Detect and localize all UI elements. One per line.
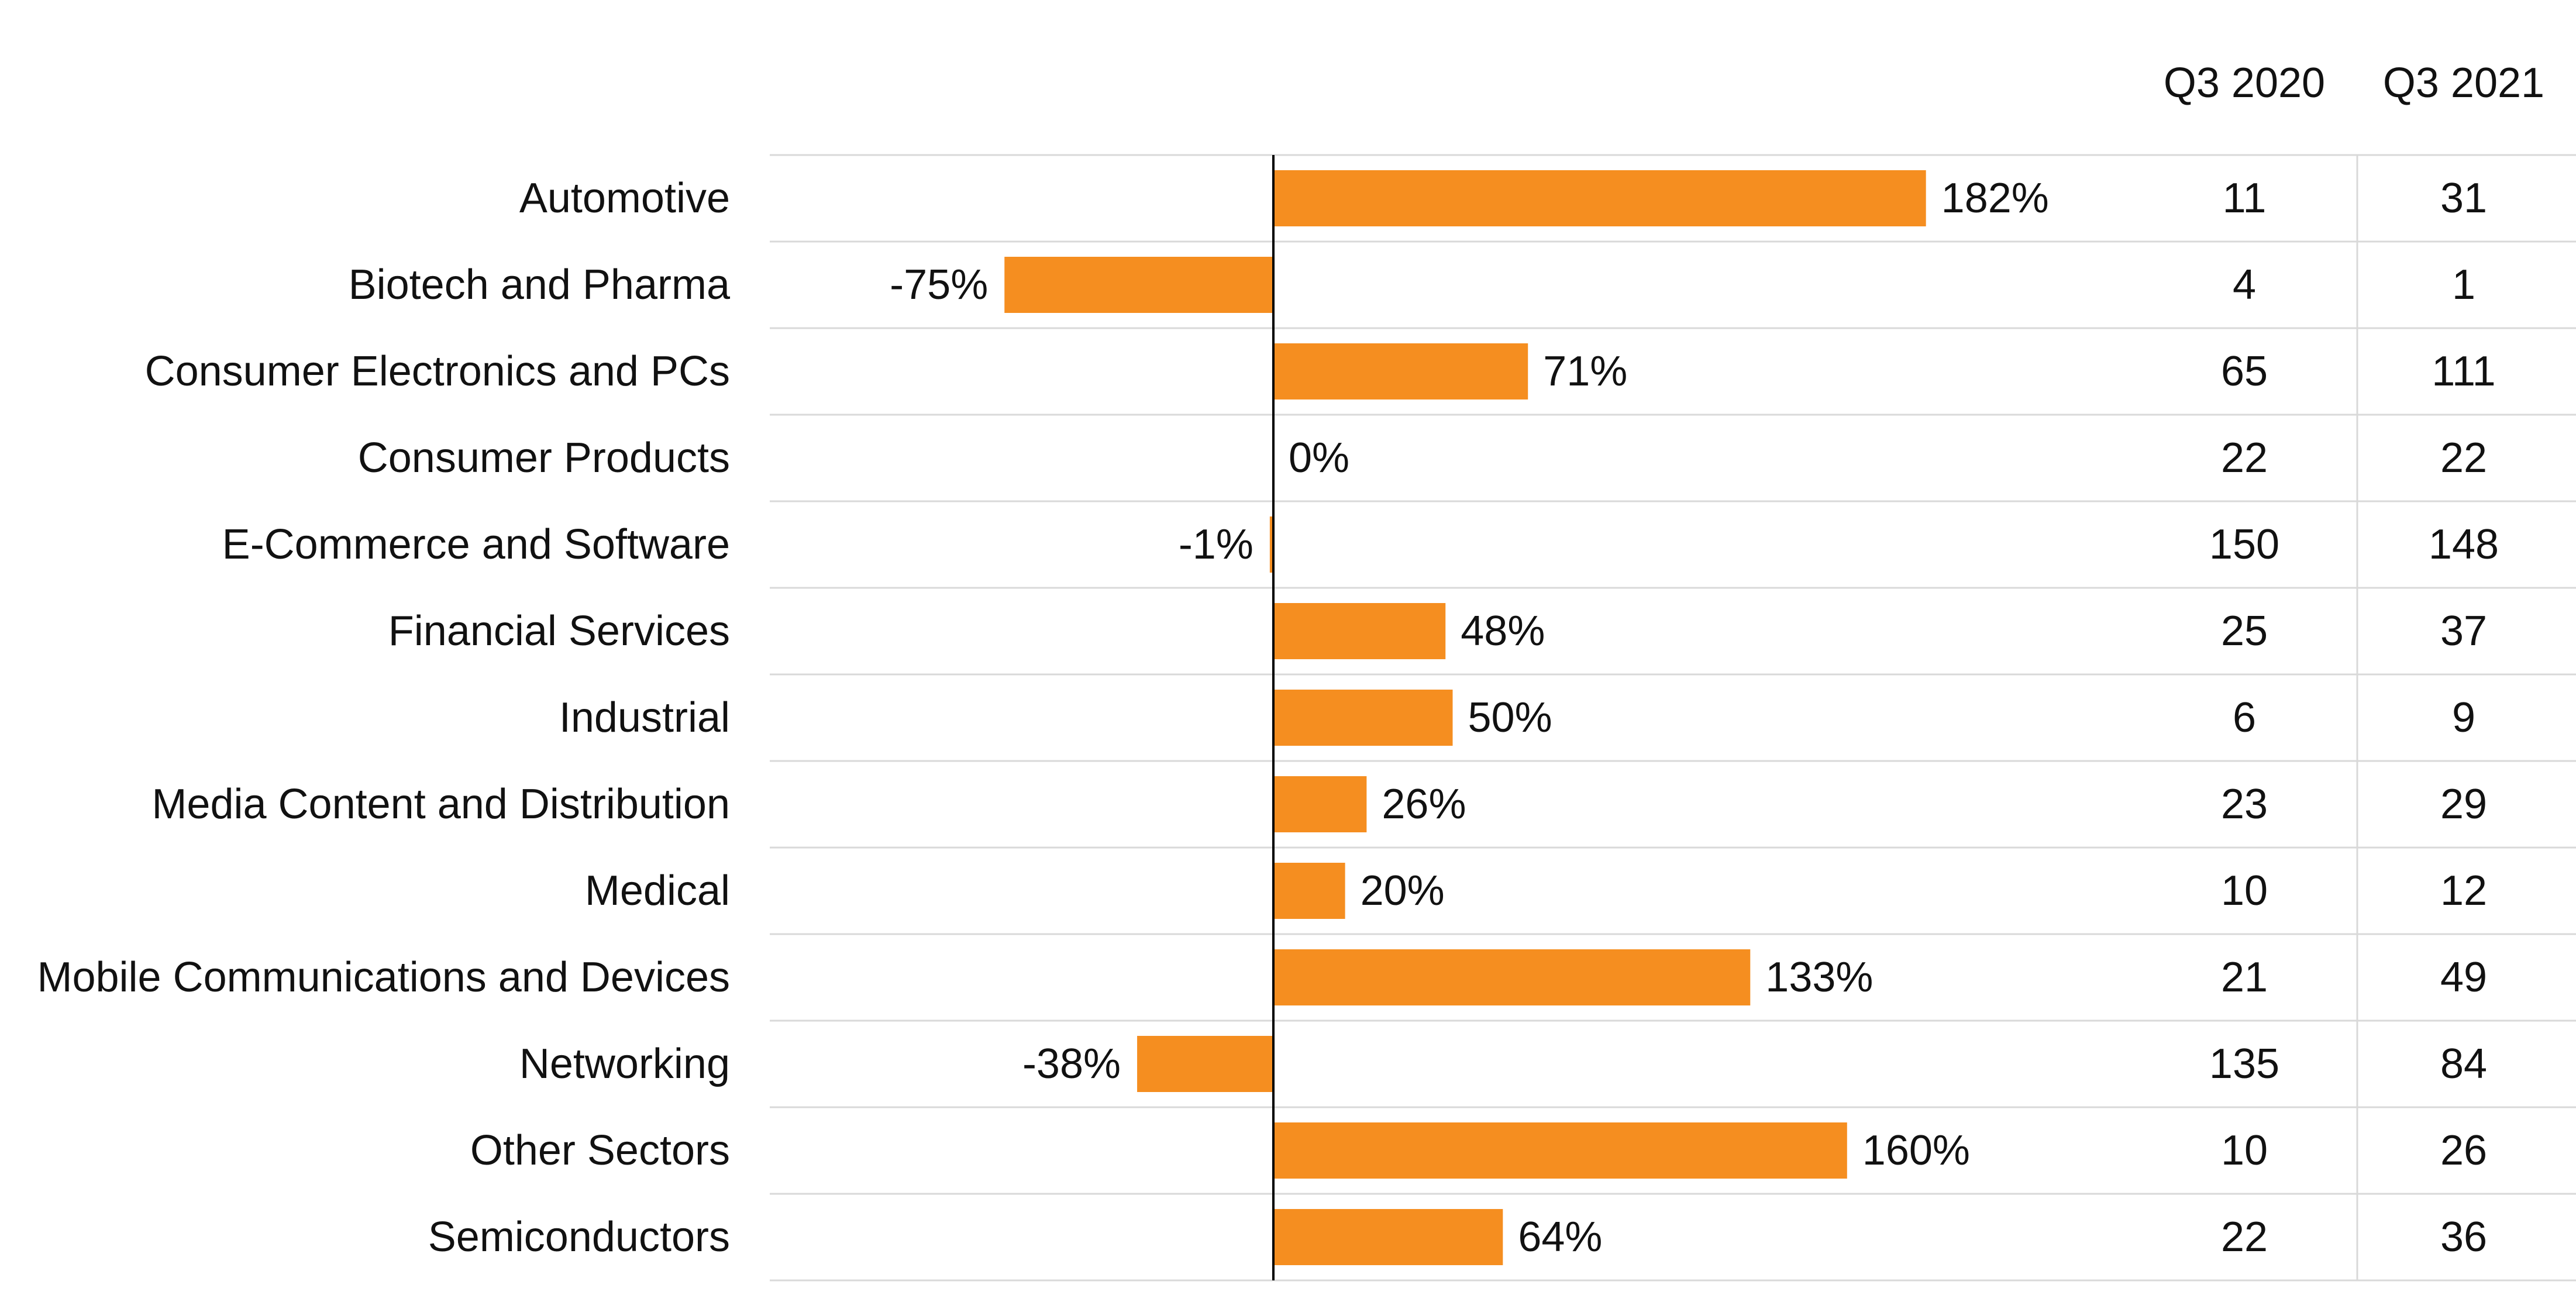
table-cell-q3-2021: 22 — [2440, 435, 2487, 481]
labels: Automotive 182% Biotech and Pharma -75% Cons… — [37, 175, 2048, 1260]
bar — [1273, 343, 1528, 399]
table-cell-q3-2021: 26 — [2440, 1127, 2487, 1174]
table-cell-q3-2021: 12 — [2440, 867, 2487, 914]
category-label: Medical — [585, 867, 730, 914]
category-label: E-Commerce and Software — [222, 521, 730, 568]
bar — [1004, 257, 1273, 313]
table-cell-q3-2021: 49 — [2440, 954, 2487, 1001]
table-cell-q3-2021: 31 — [2440, 175, 2487, 222]
table-cell-q3-2020: 135 — [2209, 1041, 2279, 1087]
table-cell-q3-2021: 1 — [2452, 261, 2475, 308]
table-cell-q3-2021: 37 — [2440, 608, 2487, 655]
category-label: Networking — [519, 1041, 730, 1087]
table-cell-q3-2021: 29 — [2440, 781, 2487, 828]
table-cell-q3-2021: 36 — [2440, 1214, 2487, 1260]
value-label: 160% — [1862, 1127, 1970, 1174]
table-cell-q3-2020: 23 — [2221, 781, 2268, 828]
value-label: 133% — [1765, 954, 1873, 1001]
data-table: Q3 2020 Q3 2021 11 31 4 1 65 111 22 22 150 148 25 37 6… — [2164, 60, 2544, 1260]
table-cell-q3-2021: 84 — [2440, 1041, 2487, 1087]
value-label: 50% — [1468, 694, 1552, 741]
table-cell-q3-2020: 10 — [2221, 867, 2268, 914]
bar — [1273, 690, 1453, 746]
value-label: 26% — [1382, 781, 1466, 828]
table-header: Q3 2020 — [2164, 60, 2325, 106]
value-label: 0% — [1289, 435, 1349, 481]
table-cell-q3-2020: 25 — [2221, 608, 2268, 655]
bar — [1273, 776, 1366, 832]
bar — [1273, 1209, 1503, 1265]
bars — [1004, 155, 1926, 1280]
value-label: 48% — [1461, 608, 1545, 655]
bar — [1273, 170, 1926, 226]
bar — [1273, 863, 1345, 919]
table-cell-q3-2020: 22 — [2221, 1214, 2268, 1260]
table-header: Q3 2021 — [2383, 60, 2544, 106]
category-label: Other Sectors — [470, 1127, 730, 1174]
category-label: Semiconductors — [428, 1214, 730, 1260]
category-label: Mobile Communications and Devices — [37, 954, 730, 1001]
category-label: Automotive — [519, 175, 730, 222]
value-label: -38% — [1022, 1041, 1121, 1087]
table-cell-q3-2020: 10 — [2221, 1127, 2268, 1174]
table-cell-q3-2021: 9 — [2452, 694, 2475, 741]
category-label: Consumer Electronics and PCs — [145, 348, 730, 395]
bar — [1273, 603, 1445, 659]
category-label: Financial Services — [388, 608, 730, 655]
bar — [1273, 949, 1750, 1005]
value-label: 20% — [1361, 867, 1445, 914]
value-label: -1% — [1179, 521, 1253, 568]
table-cell-q3-2020: 65 — [2221, 348, 2268, 395]
table-cell-q3-2020: 6 — [2233, 694, 2256, 741]
table-cell-q3-2020: 4 — [2233, 261, 2256, 308]
table-cell-q3-2021: 148 — [2429, 521, 2499, 568]
value-label: 64% — [1518, 1214, 1602, 1260]
category-label: Industrial — [559, 694, 730, 741]
category-label: Media Content and Distribution — [151, 781, 730, 828]
bar — [1137, 1036, 1273, 1092]
value-label: -75% — [890, 261, 988, 308]
table-cell-q3-2020: 22 — [2221, 435, 2268, 481]
bar — [1273, 1122, 1847, 1179]
value-label: 182% — [1941, 175, 2049, 222]
value-label: 71% — [1543, 348, 1627, 395]
grid-lines — [770, 155, 2576, 1280]
category-label: Biotech and Pharma — [349, 261, 731, 308]
table-cell-q3-2020: 150 — [2209, 521, 2279, 568]
table-cell-q3-2021: 111 — [2432, 348, 2495, 395]
table-cell-q3-2020: 11 — [2223, 175, 2267, 222]
category-label: Consumer Products — [358, 435, 730, 481]
table-cell-q3-2020: 21 — [2221, 954, 2268, 1001]
